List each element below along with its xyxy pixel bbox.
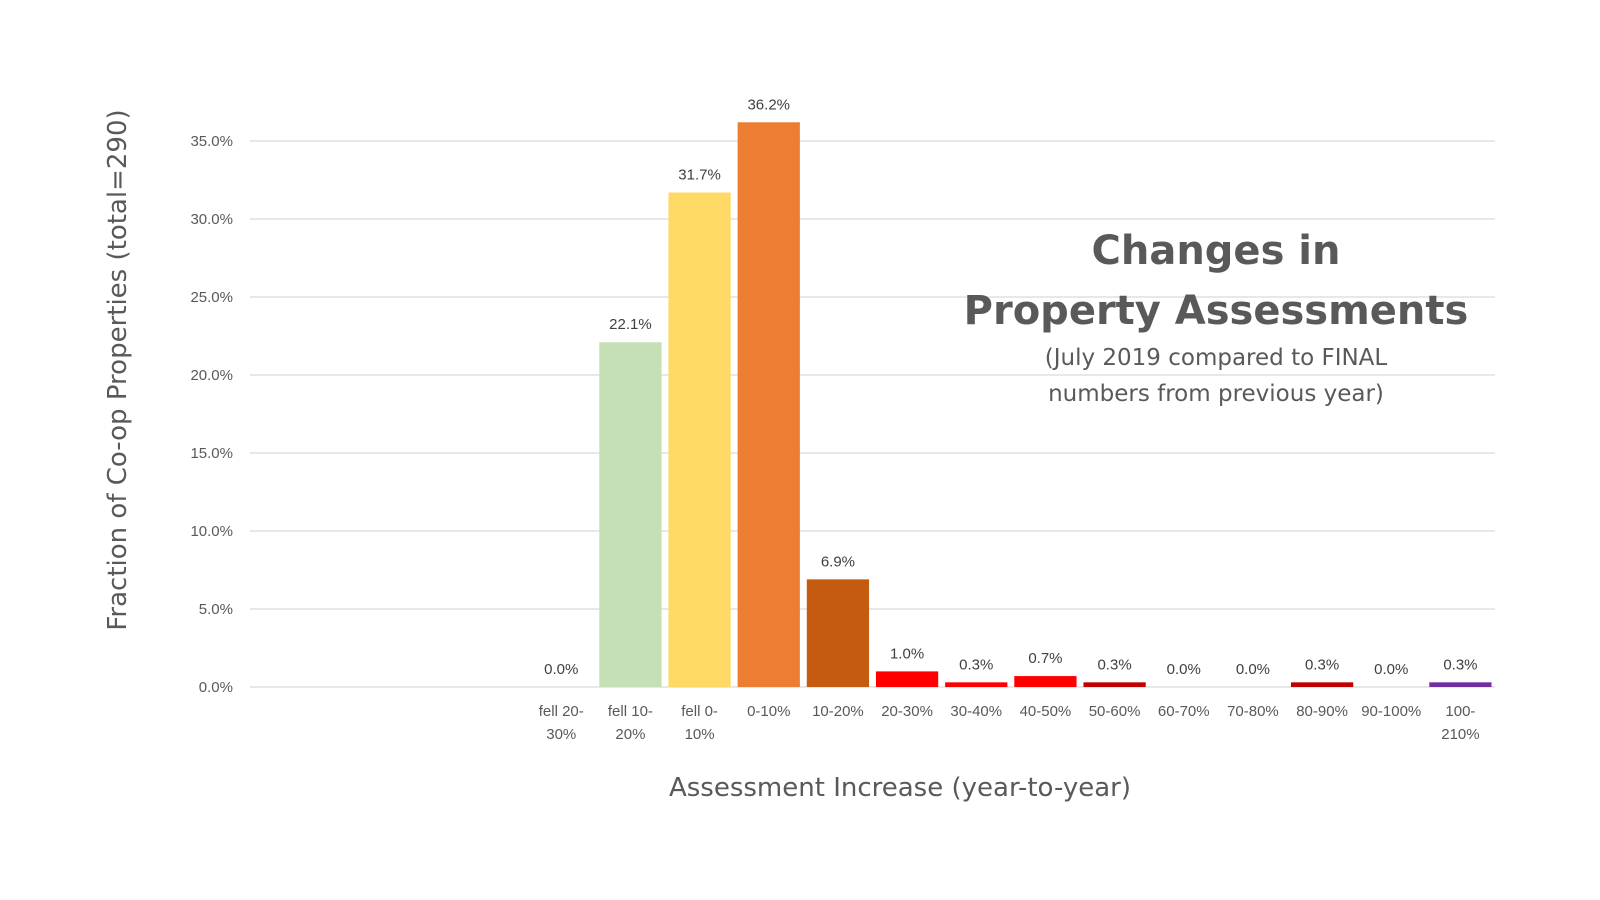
x-tick-label: 20-30% [881,703,933,720]
y-tick-label: 0.0% [199,679,233,696]
bar [668,192,731,688]
data-label: 6.9% [821,553,855,570]
y-tick-label: 20.0% [190,367,233,384]
chart-title-line-2: Property Assessments [964,288,1469,334]
x-tick-label: 100- [1445,703,1475,720]
bar [1429,682,1492,687]
data-label: 22.1% [609,316,652,333]
x-tick-label: 10-20% [812,703,864,720]
x-tick-label: 80-90% [1296,703,1348,720]
x-tick-label: 0-10% [747,703,790,720]
x-tick-label: 210% [1441,726,1479,743]
y-tick-label: 10.0% [190,523,233,540]
y-tick-label: 5.0% [199,601,233,618]
y-tick-label: 35.0% [190,133,233,150]
chart-subtitle-line-1: (July 2019 compared to FINAL [1045,345,1388,371]
bar [875,671,939,687]
bar [806,579,870,687]
y-axis-title: Fraction of Co-op Properties (total=290) [103,109,133,630]
y-tick-label: 30.0% [190,211,233,228]
bar [1083,682,1146,687]
x-tick-label: 10% [685,726,715,743]
bar [599,342,662,687]
data-label: 0.3% [959,656,993,673]
data-label: 0.3% [1443,656,1477,673]
x-tick-label: 30% [546,726,576,743]
x-tick-label: 60-70% [1158,703,1210,720]
bars [599,122,1492,688]
chart-subtitle: (July 2019 compared to FINAL numbers fro… [1045,345,1388,407]
gridlines [250,140,1495,688]
data-label: 0.3% [1097,656,1131,673]
x-tick-label: fell 10- [608,703,653,720]
chart-subtitle-line-2: numbers from previous year) [1048,381,1384,407]
data-label: 0.0% [1167,661,1201,678]
data-label: 1.0% [890,645,924,662]
x-tick-label: 50-60% [1089,703,1141,720]
y-tick-label: 15.0% [190,445,233,462]
x-tick-label: 20% [615,726,645,743]
data-label: 36.2% [747,96,790,113]
y-axis-ticks: 0.0% 5.0% 10.0% 15.0% 20.0% 25.0% 30.0% 35.0% [190,133,233,696]
data-label: 0.3% [1305,656,1339,673]
y-tick-label: 25.0% [190,289,233,306]
bar [1014,676,1077,687]
x-tick-label: 40-50% [1020,703,1072,720]
bar [1290,682,1354,687]
x-tick-label: fell 20- [539,703,584,720]
data-label: 0.0% [544,661,578,678]
data-labels: 0.0% 22.1% 31.7% 36.2% 6.9% 1.0% 0.3% 0.7% 0.3% 0… [544,96,1477,678]
bar [737,122,800,687]
x-tick-label: 30-40% [950,703,1002,720]
chart-title: Changes in Property Assessments [964,228,1469,334]
x-tick-label: 90-100% [1361,703,1421,720]
bar [945,682,1008,687]
x-axis-ticks: fell 20- 30% fell 10- 20% fell 0- 10% 0-10% 10-… [539,703,1480,743]
x-axis-title: Assessment Increase (year-to-year) [669,773,1131,803]
x-tick-label: fell 0- [681,703,718,720]
chart-title-line-1: Changes in [1092,228,1341,274]
data-label: 0.7% [1028,650,1062,667]
data-label: 0.0% [1236,661,1270,678]
data-label: 31.7% [678,166,721,183]
data-label: 0.0% [1374,661,1408,678]
x-tick-label: 70-80% [1227,703,1279,720]
